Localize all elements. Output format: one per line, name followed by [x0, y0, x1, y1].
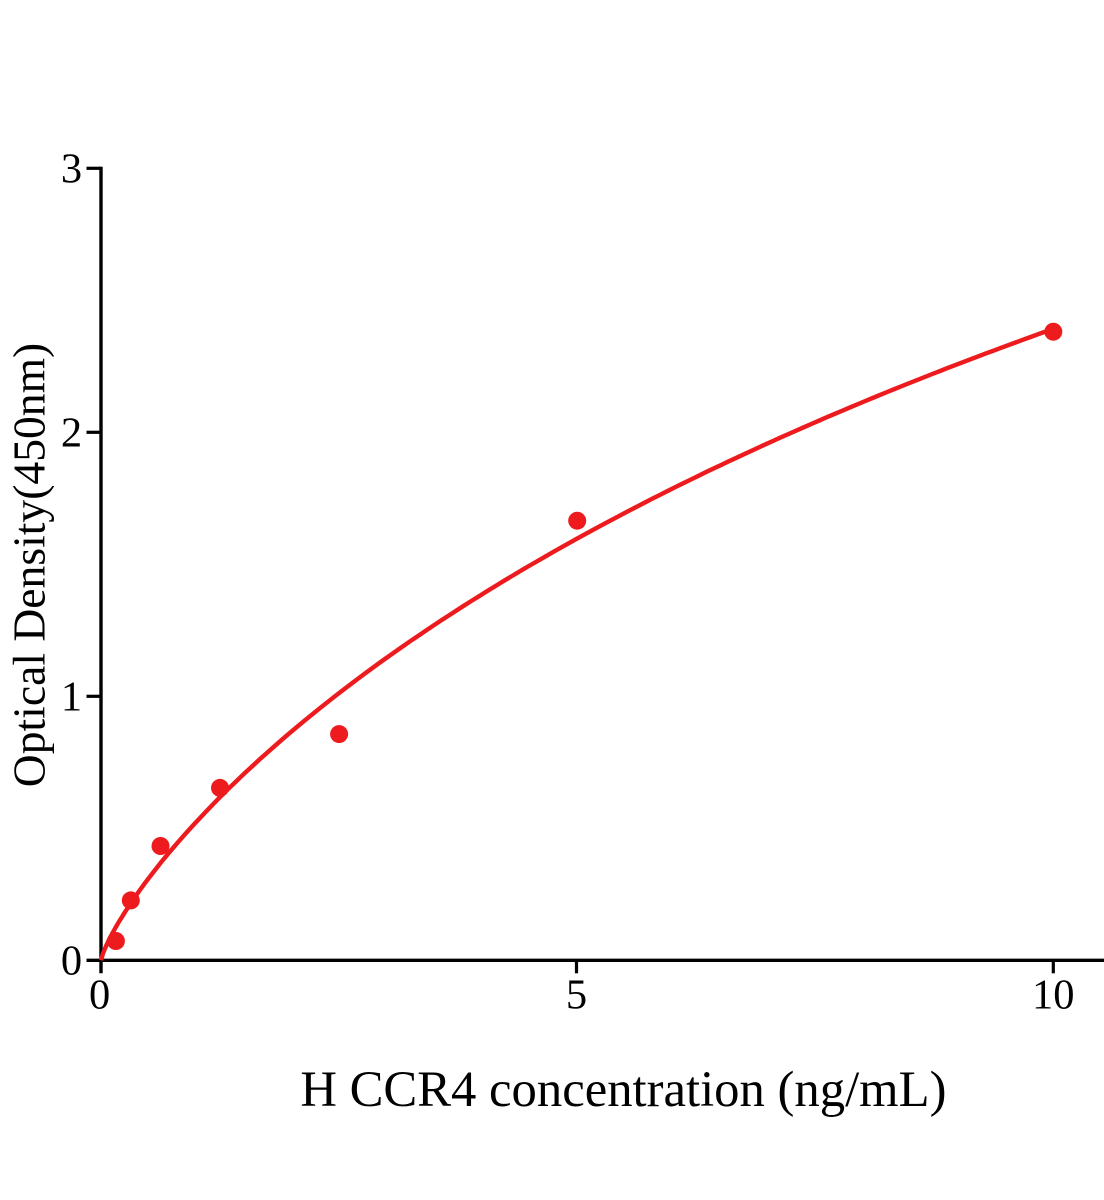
svg-text:5: 5 — [566, 971, 587, 1018]
svg-text:0: 0 — [89, 971, 110, 1018]
svg-text:0: 0 — [61, 937, 82, 984]
svg-text:10: 10 — [1032, 971, 1075, 1018]
svg-text:3: 3 — [61, 145, 82, 192]
svg-text:Optical Density(450nm): Optical Density(450nm) — [4, 343, 55, 787]
svg-text:2: 2 — [61, 409, 82, 456]
svg-text:1: 1 — [61, 673, 82, 720]
svg-text:H CCR4 concentration (ng/mL): H CCR4 concentration (ng/mL) — [300, 1061, 946, 1117]
